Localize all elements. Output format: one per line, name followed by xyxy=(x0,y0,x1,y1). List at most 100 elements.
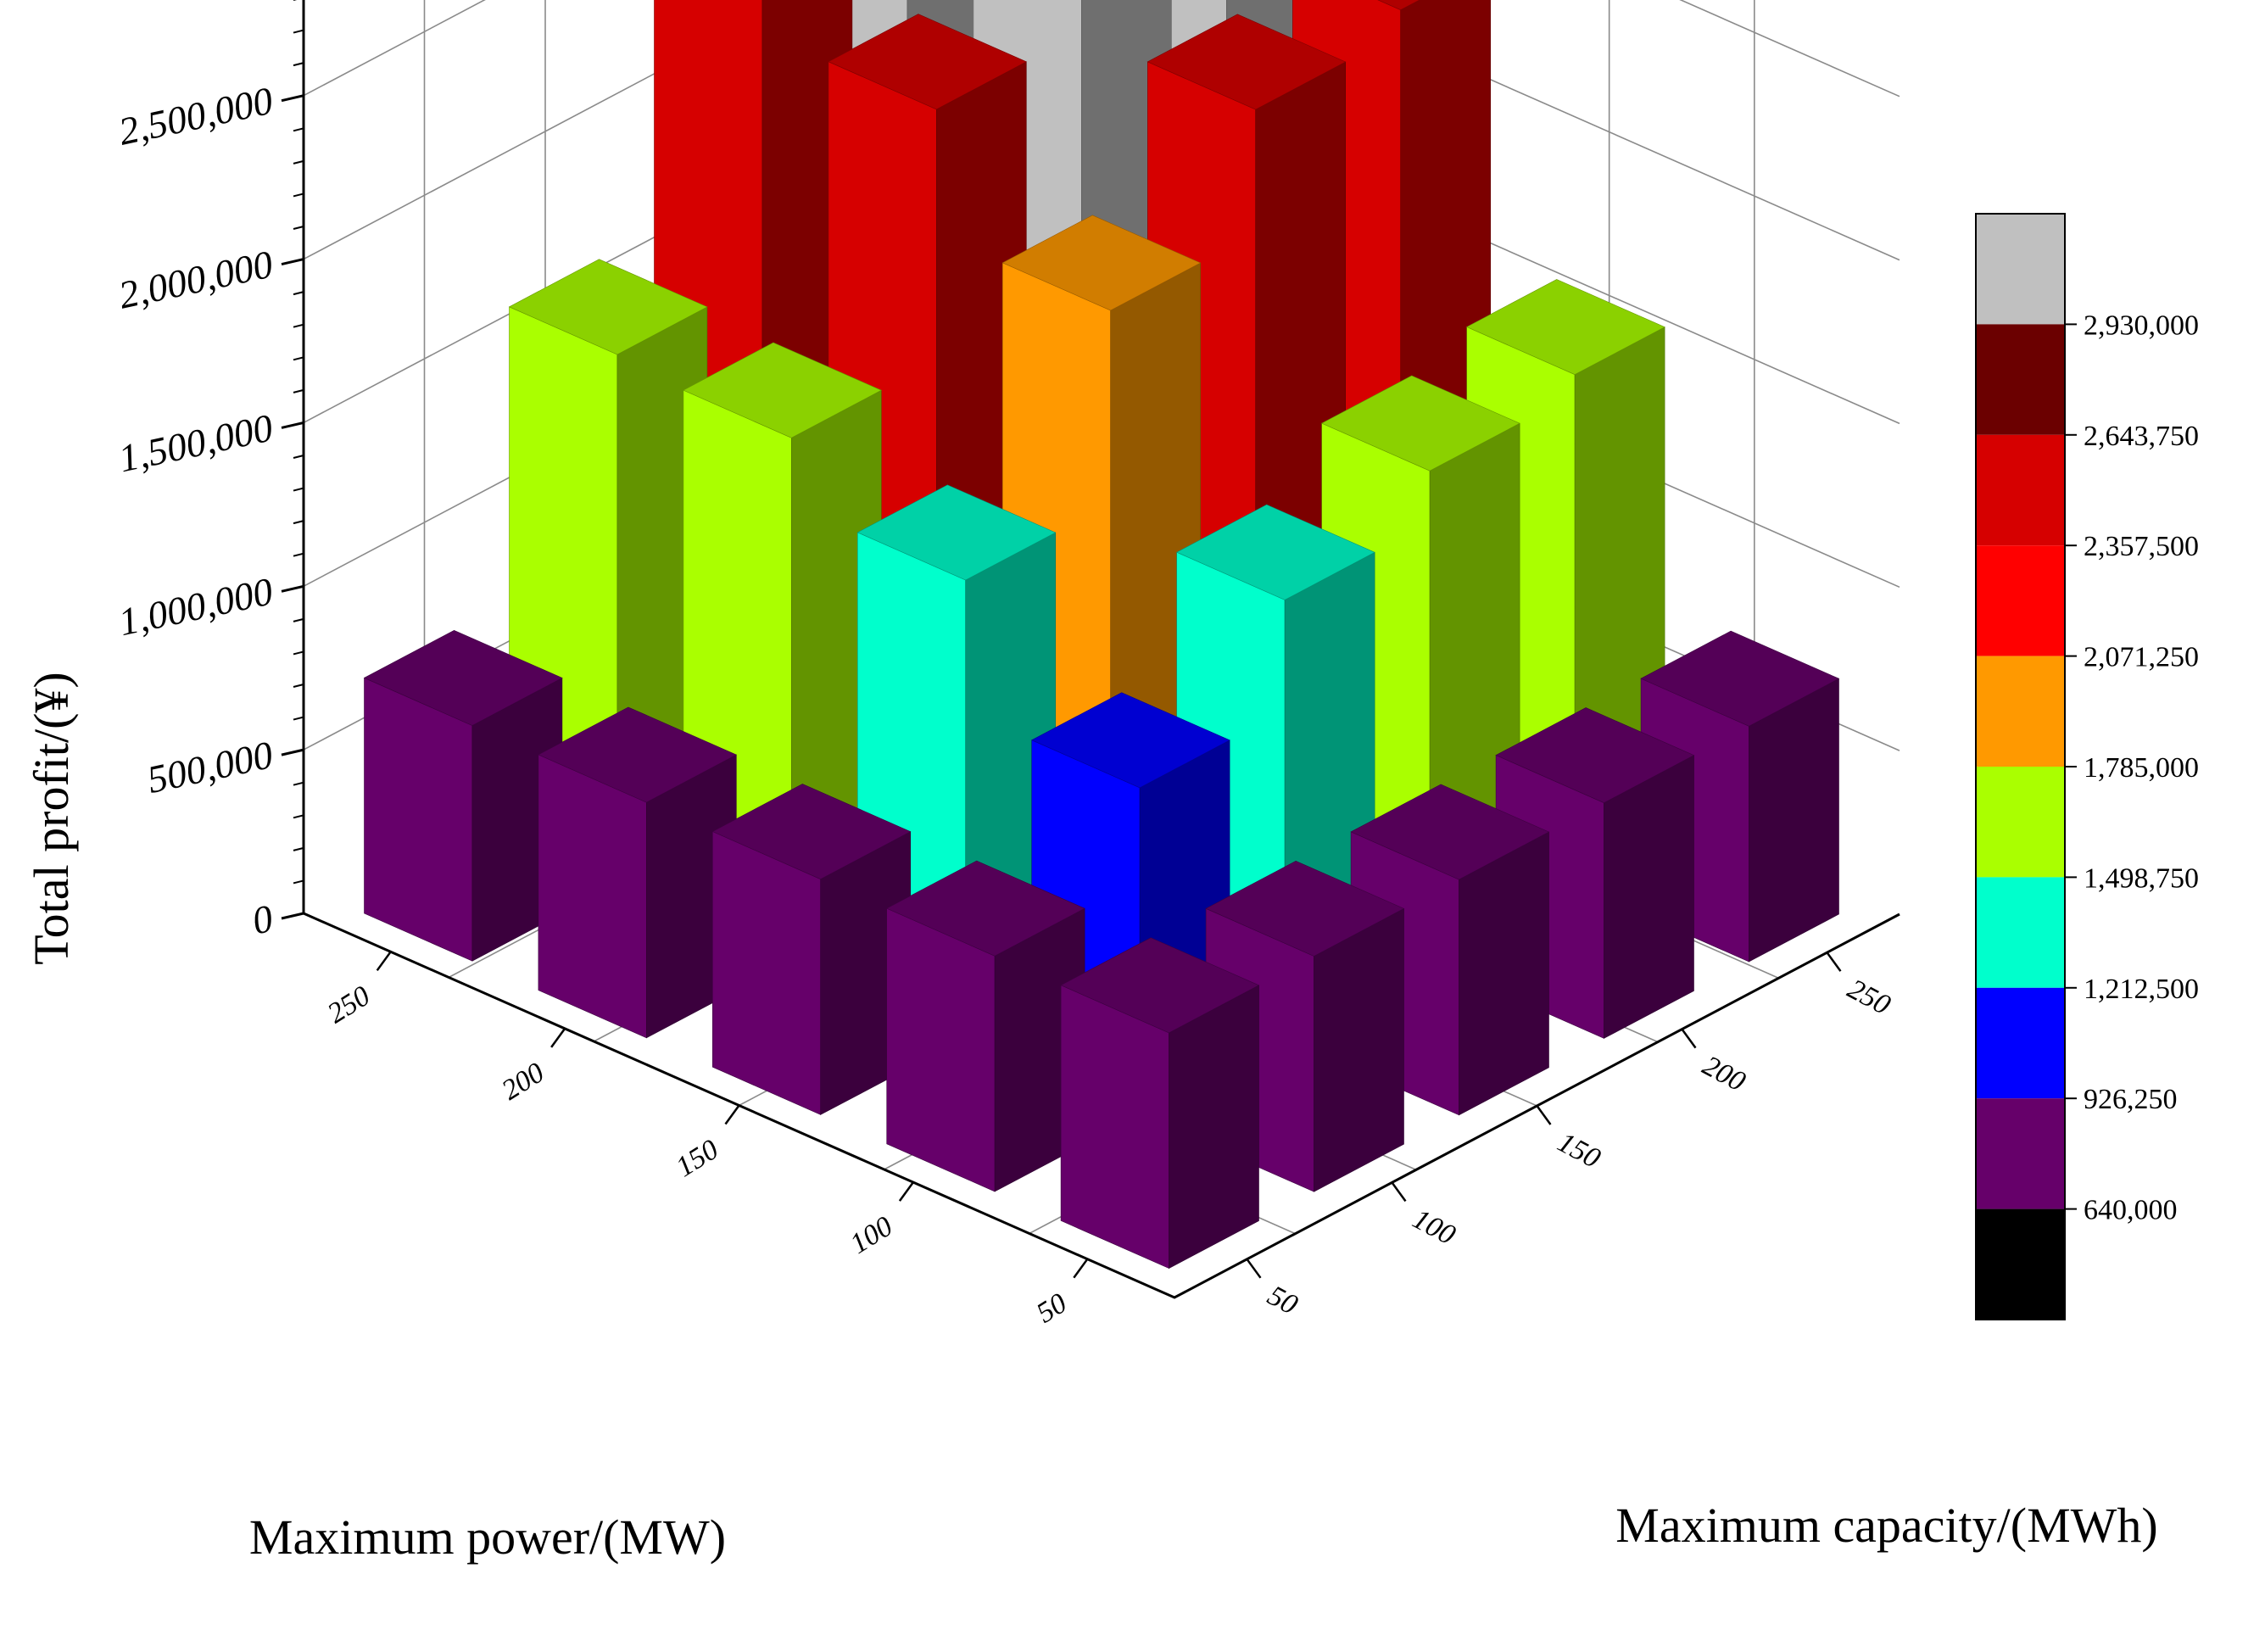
z-minor-tick xyxy=(293,716,304,721)
bar-face-front xyxy=(886,907,996,1192)
colorbar-band xyxy=(1976,1208,2065,1320)
capacity-tick-mark xyxy=(1246,1259,1262,1279)
z-tick-mark xyxy=(281,748,304,756)
colorbar-label: 1,212,500 xyxy=(2084,974,2199,1005)
z-tick-label: 0 xyxy=(248,896,276,943)
z-minor-tick xyxy=(293,159,304,165)
bar-face-top xyxy=(886,860,1085,957)
bar-p50-c150 xyxy=(1350,784,1550,1116)
z-tick-mark xyxy=(281,258,304,266)
bar-face-top xyxy=(1350,784,1550,880)
colorbar: 640,000 926,250 1,212,500 1,498,750 1,785,00… xyxy=(1975,213,2199,1320)
power-tick-label: 250 xyxy=(322,980,376,1030)
capacity-tick-mark xyxy=(1391,1181,1407,1203)
z-minor-tick xyxy=(293,388,304,393)
colorbar-band xyxy=(1976,434,2065,546)
power-tick-label: 50 xyxy=(1031,1287,1072,1329)
capacity-tick-label: 150 xyxy=(1553,1126,1605,1175)
z-tick-label: 1,000,000 xyxy=(114,569,276,644)
bar-p200-c50 xyxy=(538,706,737,1039)
colorbar-band xyxy=(1976,877,2065,988)
colorbar-label: 1,498,750 xyxy=(2084,862,2199,894)
capacity-tick-mark xyxy=(1536,1105,1552,1125)
z-tick-mark xyxy=(281,912,304,920)
power-tick-mark xyxy=(550,1028,566,1048)
bar-face-front xyxy=(1060,985,1169,1270)
power-tick-label: 100 xyxy=(845,1211,898,1260)
bar-face-front xyxy=(364,677,473,962)
bar-face-top xyxy=(683,342,882,438)
z-minor-tick xyxy=(293,879,304,885)
bar-face-top xyxy=(1466,279,1665,376)
bars-layer xyxy=(363,0,1840,1270)
z-tick-mark xyxy=(281,421,304,429)
colorbar-band xyxy=(1976,324,2065,435)
z-minor-tick xyxy=(293,323,304,328)
power-tick-mark xyxy=(1073,1258,1089,1279)
z-minor-tick xyxy=(293,552,304,557)
capacity-tick-label: 200 xyxy=(1698,1050,1750,1098)
colorbar-label: 640,000 xyxy=(2084,1195,2178,1226)
colorbar-label: 2,071,250 xyxy=(2084,642,2199,673)
bar-p100-c50 xyxy=(886,860,1085,1192)
bar-face-top xyxy=(856,484,1057,581)
bar-face-top xyxy=(1640,630,1840,727)
z-minor-tick xyxy=(293,127,304,132)
z-tick-label: 2,500,000 xyxy=(114,79,276,153)
bar-face-top xyxy=(711,784,912,880)
z-minor-tick xyxy=(293,520,304,525)
bar-face-top xyxy=(1377,0,1420,11)
bar-face-top xyxy=(1205,860,1405,957)
z-minor-tick xyxy=(293,846,304,851)
capacity-tick-label: 100 xyxy=(1408,1203,1460,1252)
bar-face-side xyxy=(1749,678,1839,963)
bar-face-top xyxy=(1321,375,1520,472)
bar-face-front xyxy=(538,754,647,1039)
z-minor-tick xyxy=(293,29,304,34)
x-axis-title: Maximum power/(MW) xyxy=(249,1510,726,1565)
bar-face-top xyxy=(1060,937,1260,1034)
z-tick-label: 500,000 xyxy=(143,733,276,801)
colorbar-label: 2,930,000 xyxy=(2084,310,2199,341)
z-minor-tick xyxy=(293,193,304,198)
z-minor-tick xyxy=(293,487,304,492)
bar-face-top xyxy=(1495,707,1695,804)
colorbar-band xyxy=(1976,1098,2065,1209)
colorbar-band xyxy=(1976,987,2065,1099)
z-minor-tick xyxy=(293,226,304,230)
z-minor-tick xyxy=(293,617,304,622)
z-tick-mark xyxy=(281,94,304,103)
bar-face-top xyxy=(1001,215,1202,311)
capacity-tick-label: 250 xyxy=(1843,974,1895,1022)
colorbar-label: 926,250 xyxy=(2084,1084,2178,1115)
bar-p50-c50 xyxy=(1060,937,1260,1270)
z-tick-label: 2,000,000 xyxy=(114,242,276,316)
capacity-tick-label: 50 xyxy=(1263,1280,1303,1321)
bar-face-side xyxy=(1459,831,1549,1116)
capacity-tick-mark xyxy=(1681,1028,1697,1049)
bar-p250-c50 xyxy=(363,629,563,962)
z-minor-tick xyxy=(293,650,304,656)
colorbar-label: 2,357,500 xyxy=(2084,531,2199,562)
capacity-tick-mark xyxy=(1826,952,1842,972)
bar-face-top xyxy=(1031,692,1230,789)
z-minor-tick xyxy=(293,291,304,296)
z-minor-tick xyxy=(293,814,304,819)
power-tick-mark xyxy=(724,1104,740,1125)
bar-face-side xyxy=(1169,985,1259,1270)
bar-face-side xyxy=(1604,755,1694,1039)
z-axis-title: Total profit/(¥) xyxy=(24,672,79,964)
bar-p150-c50 xyxy=(711,784,912,1115)
bar-face-top xyxy=(828,14,1027,110)
bar-face-top xyxy=(1176,504,1375,600)
colorbar-band xyxy=(1976,656,2065,767)
bar-face-top xyxy=(538,706,737,803)
bar-face-front xyxy=(711,831,822,1115)
colorbar-band xyxy=(1976,767,2065,878)
power-tick-mark xyxy=(376,951,392,972)
bar-face-top xyxy=(1146,14,1347,110)
power-tick-mark xyxy=(898,1181,914,1202)
colorbar-label: 1,785,000 xyxy=(2084,752,2199,784)
z-tick-mark xyxy=(281,584,304,593)
